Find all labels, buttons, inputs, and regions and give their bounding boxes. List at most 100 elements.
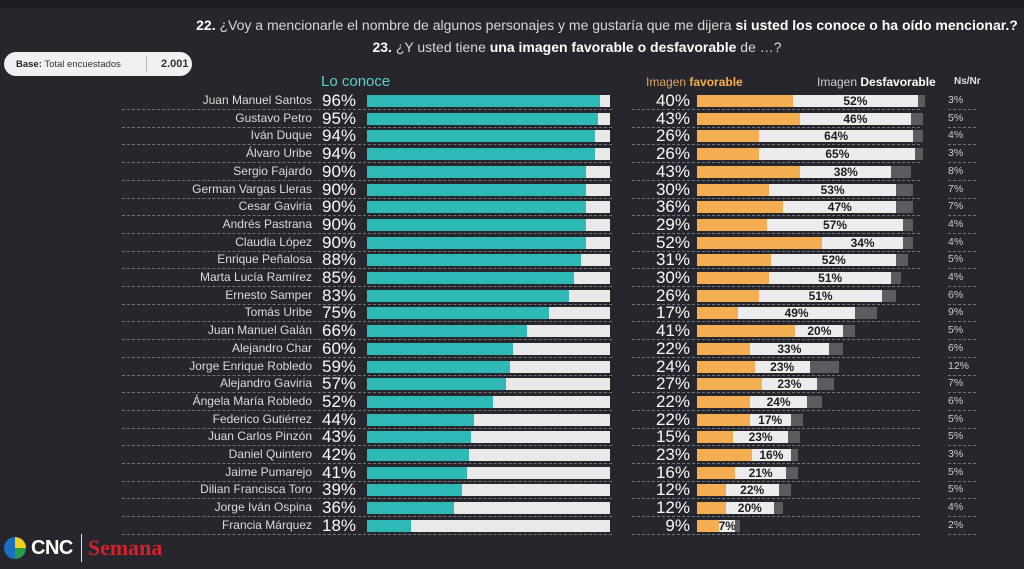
nsnr-label: 5% — [948, 412, 964, 425]
row-divider — [122, 232, 612, 234]
logos: CNC Semana — [4, 534, 162, 562]
favorable-label: 12% — [655, 498, 690, 518]
favorable-label: 23% — [655, 445, 690, 464]
nsnr-label: 5% — [948, 253, 964, 266]
desfavorable-bar: 38% — [800, 164, 892, 179]
person-name: Juan Carlos Pinzón — [207, 429, 312, 444]
nsnr-bar — [896, 254, 909, 267]
row-divider — [122, 268, 612, 270]
favorable-bar — [697, 130, 760, 143]
lo-conoce-label: 90% — [322, 179, 357, 199]
desfavorable-bar: 64% — [759, 129, 913, 143]
lo-conoce-label: 90% — [322, 197, 357, 217]
lo-conoce-track — [367, 201, 610, 214]
table-row: Alejandro Gaviria 57% 27% 23% 7% — [0, 374, 1024, 394]
person-name: Alejandro Char — [231, 340, 312, 355]
lo-conoce-label: 44% — [322, 409, 357, 429]
table-row: Jorge Enrique Robledo 59% 24% 23% 12% — [0, 356, 1024, 376]
row-divider — [948, 162, 976, 164]
table-row: Marta Lucía Ramírez 85% 30% 51% 4% — [0, 268, 1024, 287]
desfavorable-label: 46% — [843, 111, 868, 126]
lo-conoce-label: 90% — [322, 214, 357, 234]
row-divider — [948, 409, 976, 411]
nsnr-label: 2% — [948, 518, 964, 531]
header-favorable-prefix: Imagen — [646, 75, 690, 89]
nsnr-bar — [807, 395, 822, 408]
desfavorable-label: 34% — [850, 235, 875, 250]
person-name: Cesar Gaviria — [238, 199, 312, 214]
person-name: Marta Lucía Ramírez — [199, 270, 312, 284]
favorable-label: 52% — [655, 232, 690, 252]
row-divider — [122, 516, 612, 518]
person-name: Ángela María Robledo — [192, 393, 312, 408]
lo-conoce-track — [367, 378, 610, 391]
row-divider — [632, 126, 920, 128]
desfavorable-label: 51% — [818, 271, 843, 285]
row-divider — [632, 339, 920, 341]
row-divider — [948, 445, 976, 447]
question-23-end: de …? — [736, 39, 782, 55]
nsnr-label: 5% — [948, 430, 964, 443]
favorable-label: 36% — [655, 197, 690, 217]
nsnr-label: 4% — [948, 129, 964, 142]
row-divider — [632, 445, 920, 447]
row-divider — [632, 197, 920, 199]
lo-conoce-track — [367, 325, 610, 338]
desfavorable-label: 38% — [833, 164, 858, 179]
question-22-bold: si usted los conoce o ha oído mencionar.… — [735, 17, 1018, 33]
favorable-label: 24% — [655, 356, 690, 376]
desfavorable-bar: 17% — [749, 413, 791, 427]
row-divider — [122, 179, 612, 181]
desfavorable-label: 49% — [784, 306, 809, 321]
table-row: Gustavo Petro 95% 43% 46% 5% — [0, 109, 1024, 128]
table-row: Federico Gutiérrez 44% 22% 17% 5% — [0, 409, 1024, 429]
nsnr-bar — [881, 289, 897, 302]
desfavorable-bar: 52% — [771, 253, 897, 267]
desfavorable-bar: 23% — [733, 430, 789, 445]
lo-conoce-bar — [367, 378, 506, 391]
nsnr-bar — [809, 360, 839, 373]
lo-conoce-bar — [367, 307, 550, 320]
desfavorable-label: 24% — [766, 394, 791, 409]
lo-conoce-label: 39% — [322, 480, 357, 500]
favorable-bar — [697, 360, 755, 373]
favorable-label: 31% — [655, 250, 690, 270]
desfavorable-label: 47% — [827, 200, 852, 215]
favorable-bar — [697, 378, 762, 391]
nsnr-label: 12% — [948, 359, 970, 372]
desfavorable-bar: 20% — [725, 501, 774, 515]
favorable-label: 22% — [655, 391, 690, 411]
desfavorable-label: 57% — [822, 217, 847, 232]
nsnr-label: 5% — [948, 483, 964, 496]
lo-conoce-label: 90% — [322, 161, 357, 181]
nsnr-bar — [891, 272, 901, 284]
favorable-bar — [697, 148, 760, 161]
lo-conoce-track — [367, 112, 610, 125]
row-divider — [948, 498, 976, 500]
base-label-bold: Base: — [16, 58, 42, 70]
lo-conoce-label: 85% — [322, 268, 357, 287]
lo-conoce-bar — [367, 484, 462, 497]
nsnr-bar — [778, 484, 791, 497]
desfavorable-label: 16% — [759, 448, 784, 462]
person-name: Daniel Quintero — [228, 447, 312, 461]
base-value: 2.001 — [161, 58, 189, 70]
favorable-bar — [697, 449, 753, 461]
desfavorable-label: 23% — [770, 359, 795, 374]
lo-conoce-bar — [367, 218, 586, 231]
desfavorable-bar: 47% — [783, 200, 897, 215]
favorable-bar — [697, 218, 767, 231]
person-name: Ernesto Samper — [225, 287, 312, 302]
desfavorable-label: 23% — [748, 430, 773, 445]
row-divider — [632, 286, 920, 287]
lo-conoce-bar — [367, 342, 513, 355]
header-favorable-bold: favorable — [689, 75, 743, 89]
nsnr-bar — [896, 183, 913, 196]
row-divider — [122, 392, 612, 394]
person-name: Francia Márquez — [221, 517, 312, 532]
desfavorable-bar: 21% — [735, 466, 786, 480]
lo-conoce-track — [367, 95, 610, 107]
favorable-bar — [697, 325, 796, 338]
favorable-bar — [697, 95, 793, 107]
lo-conoce-label: 88% — [322, 250, 357, 270]
